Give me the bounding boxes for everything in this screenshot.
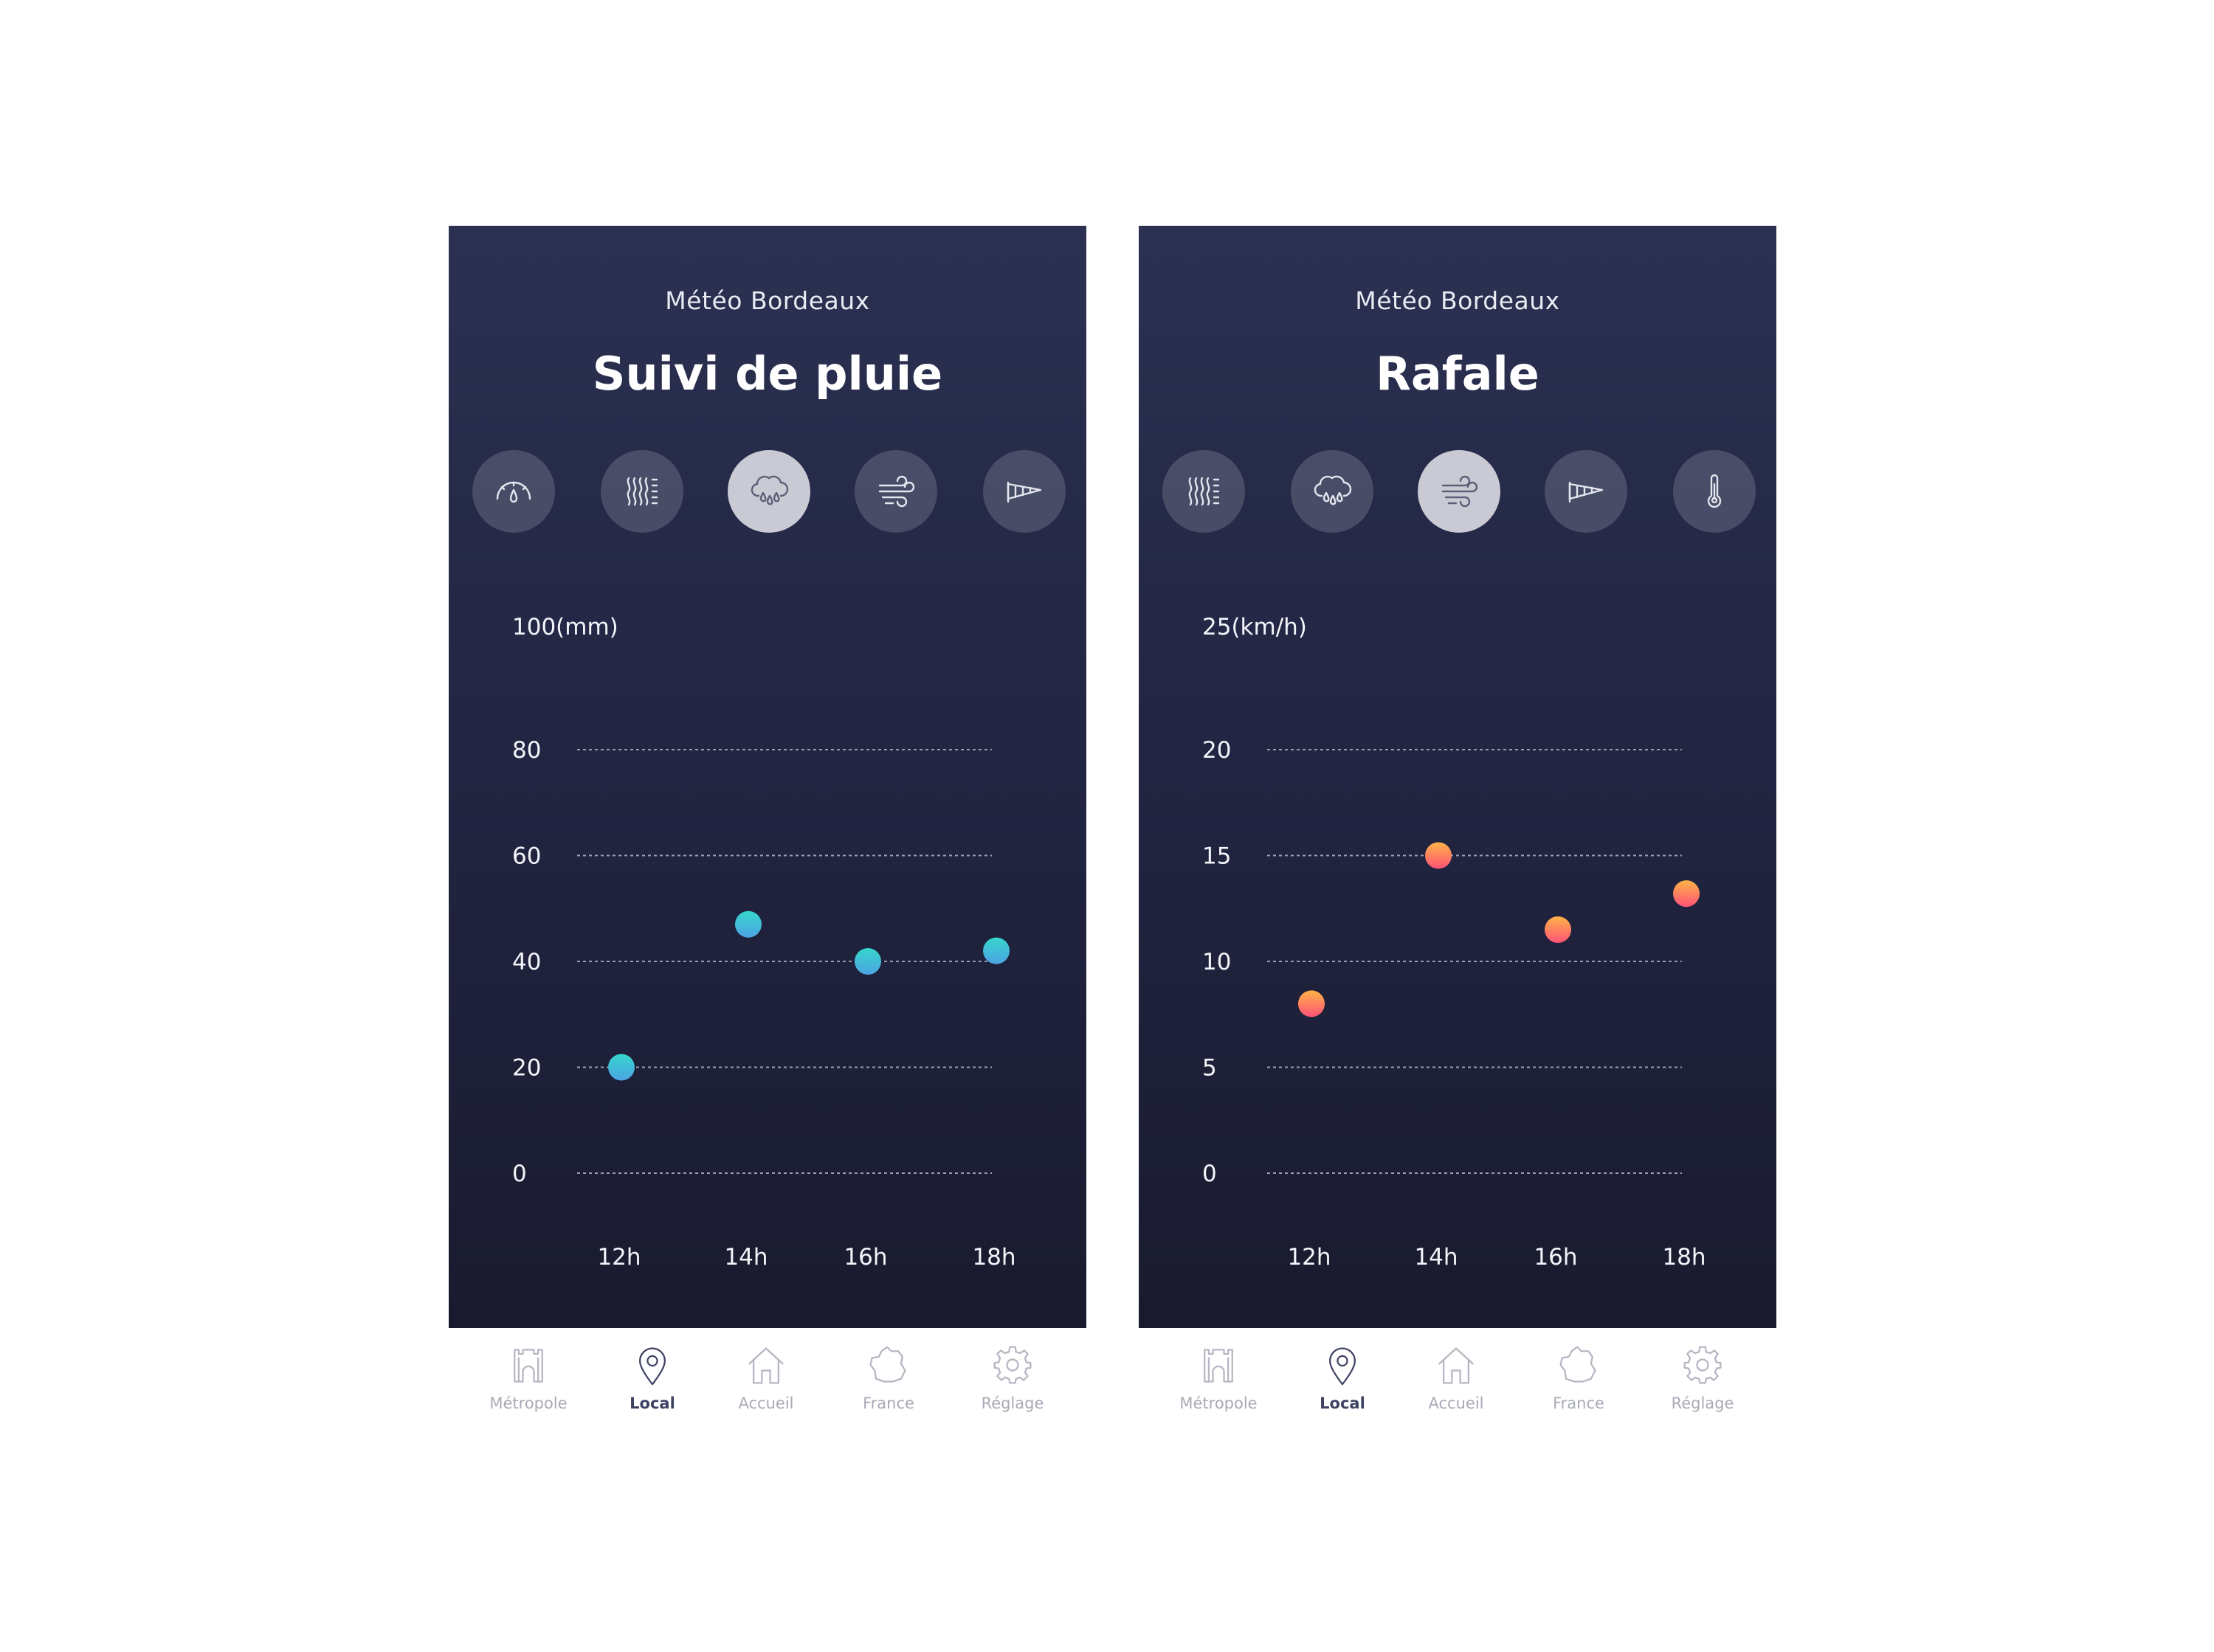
phone-screen-rain: Météo Bordeaux Suivi de pluie 100(mm) 80 6… [449, 226, 1086, 1428]
france-map-icon [869, 1346, 906, 1383]
data-point[interactable] [1673, 880, 1700, 908]
tab-home[interactable]: Accueil [1404, 1341, 1508, 1412]
metric-button-wind[interactable] [855, 450, 937, 533]
gear-icon [1683, 1346, 1722, 1384]
humidity-icon [1188, 477, 1220, 506]
y-axis-unit-label: 25(km/h) [1202, 614, 1307, 640]
screen-content: Météo Bordeaux Rafale 25(km/h) 20 15 10 5 0 12… [1139, 226, 1776, 1328]
x-tick-label: 14h [1414, 1244, 1458, 1271]
y-tick-label: 20 [512, 1055, 541, 1082]
data-point[interactable] [983, 937, 1010, 964]
metric-selector [449, 450, 1086, 534]
metric-button-windsock[interactable] [1545, 450, 1627, 533]
metric-button-wind[interactable] [1418, 450, 1500, 533]
location-pin-icon [1329, 1347, 1356, 1386]
tab-location-pin[interactable]: Local [601, 1341, 704, 1412]
windsock-icon [1568, 481, 1604, 503]
metric-button-humidity[interactable] [601, 450, 683, 533]
metric-button-thermometer[interactable] [1673, 450, 1756, 533]
y-tick-label: 60 [512, 843, 541, 870]
x-tick-label: 12h [597, 1244, 641, 1271]
data-point[interactable] [1545, 916, 1571, 943]
y-tick-label: 10 [1202, 949, 1231, 975]
tab-label: Métropole [489, 1394, 568, 1412]
tab-label: Local [1320, 1394, 1365, 1412]
metric-button-rain-cloud[interactable] [728, 450, 810, 533]
thermometer-icon [1707, 474, 1722, 508]
tab-home[interactable]: Accueil [714, 1341, 818, 1412]
y-tick-label: 40 [512, 949, 541, 975]
app-subtitle: Météo Bordeaux [665, 286, 870, 315]
tab-label: France [863, 1394, 914, 1412]
windsock-icon [1007, 481, 1042, 503]
castle-icon [1204, 1349, 1233, 1383]
screen-content: Météo Bordeaux Suivi de pluie 100(mm) 80 6… [449, 226, 1086, 1328]
y-tick-label: 0 [512, 1161, 527, 1187]
y-tick-label: 5 [1202, 1055, 1217, 1082]
tab-gear[interactable]: Réglage [1651, 1341, 1754, 1412]
phone-screen-gust: Météo Bordeaux Rafale 25(km/h) 20 15 10 5 0 12… [1139, 226, 1776, 1428]
x-tick-label: 16h [1534, 1244, 1577, 1271]
metric-button-humidity[interactable] [1162, 450, 1245, 533]
wind-icon [878, 475, 915, 508]
page-title: Suivi de pluie [592, 347, 943, 401]
page-title: Rafale [1376, 347, 1539, 401]
france-map-icon [1559, 1346, 1596, 1383]
bottom-tab-bar: Métropole Local Accueil France Réglage [449, 1328, 1086, 1428]
x-tick-label: 12h [1287, 1244, 1331, 1271]
tab-label: Réglage [981, 1394, 1044, 1412]
y-tick-label: 0 [1202, 1161, 1217, 1187]
wind-icon [1441, 475, 1478, 508]
tab-label: Métropole [1179, 1394, 1258, 1412]
data-point[interactable] [1425, 842, 1452, 869]
gear-icon [993, 1346, 1032, 1384]
tab-label: France [1553, 1394, 1604, 1412]
tab-label: Accueil [1428, 1394, 1484, 1412]
home-icon [748, 1347, 784, 1384]
metric-button-windsock[interactable] [983, 450, 1066, 533]
x-tick-label: 14h [724, 1244, 768, 1271]
rain-cloud-icon [751, 475, 789, 505]
metric-selector [1139, 450, 1776, 534]
tab-label: Local [630, 1394, 675, 1412]
pressure-gauge-icon [496, 481, 531, 503]
data-point[interactable] [1298, 990, 1325, 1017]
y-axis-unit-label: 100(mm) [512, 614, 618, 640]
tab-location-pin[interactable]: Local [1291, 1341, 1394, 1412]
metric-button-rain-cloud[interactable] [1291, 450, 1373, 533]
data-point[interactable] [855, 948, 881, 975]
tab-label: Accueil [738, 1394, 794, 1412]
metric-button-pressure-gauge[interactable] [472, 450, 555, 533]
home-icon [1438, 1347, 1474, 1384]
x-tick-label: 16h [844, 1244, 887, 1271]
data-point[interactable] [735, 910, 762, 938]
data-point[interactable] [608, 1054, 635, 1081]
castle-icon [514, 1349, 543, 1383]
tab-france-map[interactable]: France [1527, 1341, 1630, 1412]
y-tick-label: 20 [1202, 737, 1231, 764]
tab-castle[interactable]: Métropole [477, 1341, 580, 1412]
bottom-tab-bar: Métropole Local Accueil France Réglage [1139, 1328, 1776, 1428]
rain-chart: 100(mm) 80 60 40 20 0 12h 14h 16h 18h [512, 614, 1016, 1271]
tab-label: Réglage [1671, 1394, 1734, 1412]
rain-cloud-icon [1314, 475, 1352, 505]
gust-chart: 25(km/h) 20 15 10 5 0 12h 14h 16h 18h [1202, 614, 1706, 1271]
humidity-icon [627, 477, 658, 506]
tab-castle[interactable]: Métropole [1167, 1341, 1270, 1412]
y-tick-label: 80 [512, 737, 541, 764]
tab-gear[interactable]: Réglage [961, 1341, 1064, 1412]
x-tick-label: 18h [972, 1244, 1015, 1271]
y-tick-label: 15 [1202, 843, 1231, 870]
app-subtitle: Météo Bordeaux [1355, 286, 1560, 315]
x-tick-label: 18h [1662, 1244, 1706, 1271]
tab-france-map[interactable]: France [837, 1341, 940, 1412]
location-pin-icon [639, 1347, 666, 1386]
